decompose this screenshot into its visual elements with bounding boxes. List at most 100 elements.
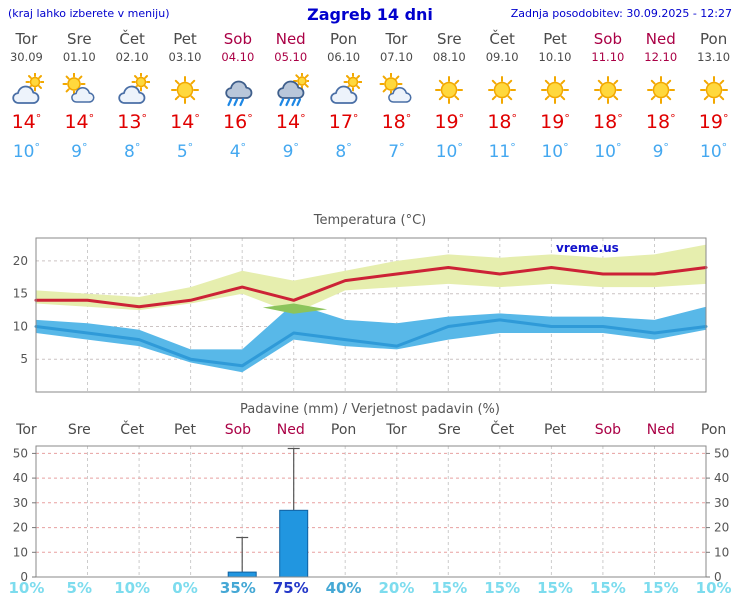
day-max-temp: 19° [540,111,570,133]
precip-probability-value: 15% [537,579,573,597]
degree-symbol: ° [247,112,253,125]
degree-symbol: ° [663,141,669,154]
day-column: Sre 01.10 14° 9° [53,30,106,162]
day-icon-wrap [687,72,740,108]
day-icon-wrap [211,72,264,108]
degree-symbol: ° [511,112,518,125]
svg-text:10: 10 [714,545,729,559]
precip-probability-row: 10% 5% 10% 0% 35% 75% 40% 20% 15% 15% 15% 15% 15% 10% [0,579,740,597]
day-name: Sob [223,30,252,48]
day-min-temp: 10° [700,141,728,162]
degree-symbol: ° [240,141,247,154]
precip-day-label: Tor [386,422,407,438]
precipitation-chart: 0 0 10 10 20 20 30 30 40 40 50 50 [13,445,730,581]
degree-symbol: ° [293,141,299,154]
day-date: 30.09 [9,50,43,64]
day-name: Čet [119,30,145,48]
location-menu-hint: (kraj lahko izberete v meniju) [8,7,170,20]
day-column: Pon 13.10 19° 10° [687,30,740,162]
day-date: 11.10 [591,50,625,64]
degree-symbol: ° [194,112,200,125]
sunny-icon [171,76,199,104]
day-icon-wrap [106,72,159,108]
day-max-temp: 18° [593,111,623,133]
day-icon-wrap [0,72,53,108]
degree-symbol: ° [564,112,570,125]
day-icon-wrap [53,72,106,108]
day-icon-wrap [476,72,529,108]
day-min-temp: 9° [652,141,669,162]
mostly-cloudy-icon [118,73,151,104]
precip-day-label: Čet [490,422,515,438]
degree-symbol: ° [352,112,359,125]
degree-symbol: ° [35,112,42,125]
day-min-temp: 9° [71,141,88,162]
degree-symbol: ° [399,141,405,154]
svg-text:5: 5 [20,352,28,366]
day-date: 03.10 [168,50,202,64]
day-max-temp: 14° [275,111,306,133]
day-column: Sob 11.10 18° 10° [581,30,634,162]
day-min-temp: 5° [176,141,194,162]
precip-horizontal-gridlines [36,452,706,553]
precip-day-label: Ned [646,422,675,438]
precip-day-label: Tor [16,422,37,438]
sunny-icon [541,76,570,104]
day-min-temp: 10° [435,141,463,162]
day-icon-wrap [317,72,370,108]
sunny-icon [435,76,464,104]
day-date: 09.10 [485,50,519,64]
watermark: vreme.us [556,241,619,255]
precip-probability-value: 15% [484,579,521,597]
precip-probability-value: 10% [8,579,45,597]
svg-text:50: 50 [13,446,28,460]
partly-sunny-icon [379,73,412,103]
day-min-temp: 10° [12,141,40,162]
day-min-temp: 8° [123,141,141,162]
day-max-temp: 18° [381,111,412,133]
day-name: Ned [645,30,676,48]
precip-bars [227,509,309,578]
day-column: Sob 04.10 16° 4° [211,30,264,162]
day-column: Sre 08.10 19° 10° [423,30,476,162]
day-date: 05.10 [274,50,308,64]
precip-day-label: Pet [544,422,567,438]
precip-probability-value: 10% [114,579,151,597]
degree-symbol: ° [510,141,516,154]
forecast-day-strip: Tor 30.09 14° 10° Sre 01.10 14° 9° Čet 02.10 13° 8°… [0,30,740,162]
degree-symbol: ° [617,112,623,125]
degree-symbol: ° [670,112,676,125]
precip-day-label: Pon [330,422,357,438]
day-name: Tor [15,30,38,48]
degree-symbol: ° [615,141,622,154]
day-max-temp: 18° [645,111,676,133]
precip-probability-value: 5% [66,579,93,597]
day-min-temp: 8° [335,141,352,162]
last-update-text: Zadnja posodobitev: 30.09.2025 - 12:27 [510,7,732,20]
day-min-temp: 11° [488,141,516,162]
day-column: Čet 02.10 13° 8° [106,30,159,162]
day-name: Sre [437,30,462,48]
precip-axis-labels: 0 0 10 10 20 20 30 30 40 40 50 50 [13,446,730,581]
day-column: Pon 06.10 17° 8° [317,30,370,162]
day-max-temp: 18° [487,111,518,133]
precip-plot-border [35,445,707,578]
precip-day-label: Sre [67,422,91,438]
temp-axis-labels: 5 10 15 20 [13,254,28,366]
day-max-temp: 13° [117,111,147,133]
precip-probability-value: 10% [695,579,732,597]
svg-text:20: 20 [13,254,28,268]
day-column: Ned 12.10 18° 9° [634,30,687,162]
precip-probability-value: 40% [325,579,362,597]
day-date: 01.10 [62,50,96,64]
tmin-uncertainty-band [36,303,706,373]
day-min-temp: 4° [229,141,247,162]
temperature-chart: 5 10 15 20 [13,237,708,393]
sunny-icon [593,76,622,104]
day-max-temp: 17° [328,111,359,133]
sunny-icon [646,76,675,104]
page-title: Zagreb 14 dni [307,5,433,24]
precip-day-label: Sre [437,422,461,438]
day-name: Čet [489,30,515,48]
tmax-line [34,266,708,309]
